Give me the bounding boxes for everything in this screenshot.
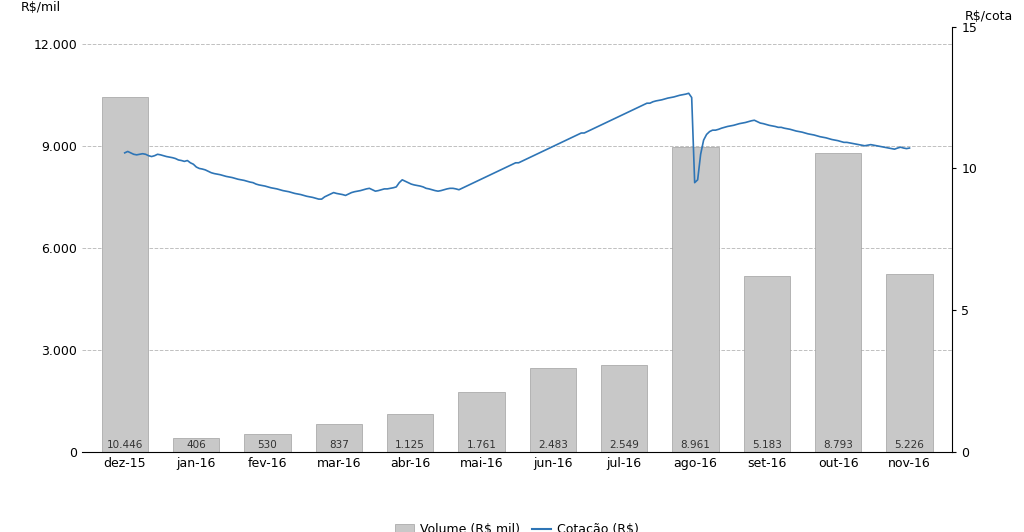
Text: 1.125: 1.125	[395, 440, 425, 451]
Y-axis label: R$/mil: R$/mil	[20, 1, 61, 14]
Bar	[173, 438, 219, 452]
Text: 5.183: 5.183	[752, 440, 781, 451]
Bar	[529, 368, 575, 452]
Text: 8.793: 8.793	[823, 440, 853, 451]
Text: 530: 530	[258, 440, 278, 451]
Text: 2.549: 2.549	[609, 440, 639, 451]
Bar	[743, 276, 790, 452]
Text: 8.961: 8.961	[681, 440, 711, 451]
Bar	[601, 365, 647, 452]
Bar	[887, 275, 933, 452]
Bar	[387, 414, 433, 452]
Y-axis label: R$/cota: R$/cota	[965, 10, 1014, 22]
Bar	[459, 392, 505, 452]
Bar	[815, 153, 861, 452]
Bar	[245, 434, 291, 452]
Bar	[101, 96, 147, 452]
Text: 5.226: 5.226	[895, 440, 925, 451]
Bar	[315, 423, 361, 452]
Text: 406: 406	[186, 440, 206, 451]
Text: 837: 837	[329, 440, 349, 451]
Text: 2.483: 2.483	[538, 440, 567, 451]
Legend: Volume (R$ mil), Cotação (R$): Volume (R$ mil), Cotação (R$)	[390, 518, 644, 532]
Bar	[673, 147, 719, 452]
Text: 10.446: 10.446	[106, 440, 143, 451]
Text: 1.761: 1.761	[467, 440, 497, 451]
